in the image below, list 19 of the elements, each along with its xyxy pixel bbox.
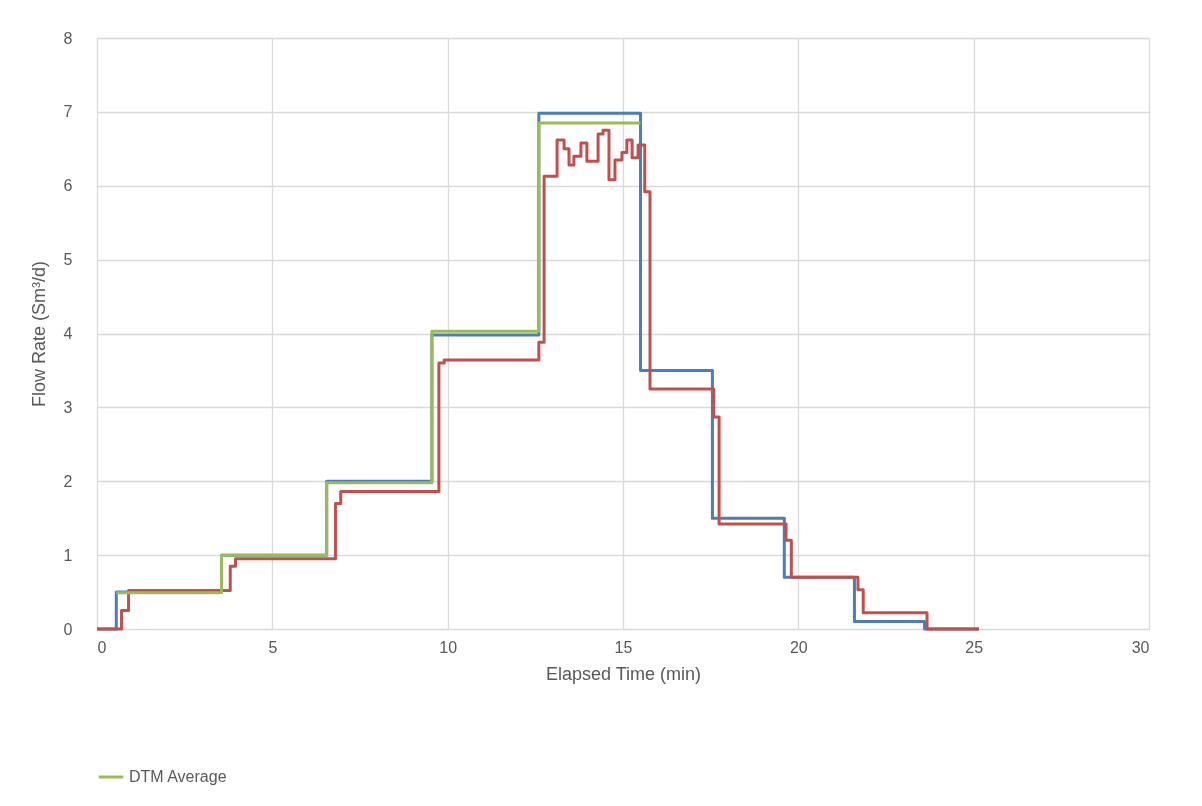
x-tick-label: 20 [789,638,808,656]
y-tick-label: 8 [63,29,73,47]
y-tick-label: 1 [63,546,73,564]
x-axis-title: Elapsed Time (min) [545,663,702,684]
x-tick-label: 15 [614,638,633,656]
x-tick-label: 5 [268,638,278,656]
y-tick-label: 3 [63,398,73,416]
x-tick-label: 25 [965,638,984,656]
x-tick-label: 10 [439,638,458,656]
y-tick-label: 7 [63,103,73,121]
legend-label: DTM Average [129,768,227,785]
y-tick-label: 6 [63,177,73,195]
y-tick-label: 0 [63,620,73,638]
y-axis-title: Flow Rate (Sm³/d) [28,260,49,408]
y-tick-label: 4 [63,325,73,342]
x-tick-label: 30 [1131,638,1150,656]
y-tick-label: 2 [63,472,73,490]
y-tick-label: 5 [63,251,73,269]
x-tick-label: 0 [97,638,107,656]
